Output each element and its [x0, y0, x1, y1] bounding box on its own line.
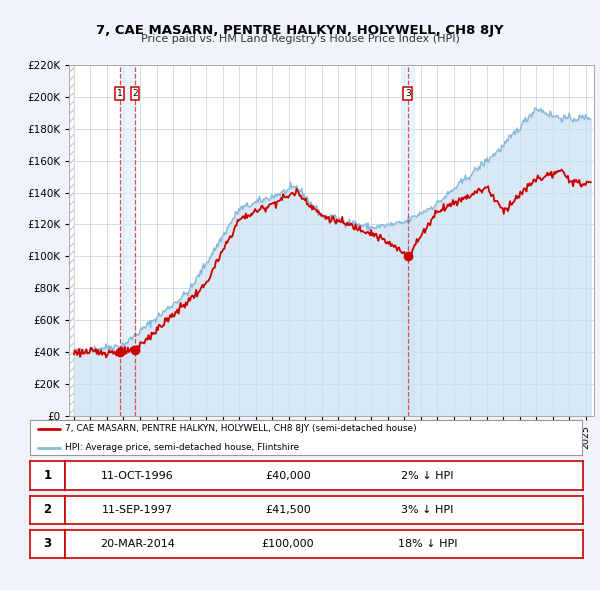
Text: 11-SEP-1997: 11-SEP-1997 — [102, 505, 173, 514]
Text: 7, CAE MASARN, PENTRE HALKYN, HOLYWELL, CH8 8JY: 7, CAE MASARN, PENTRE HALKYN, HOLYWELL, … — [96, 24, 504, 37]
Text: HPI: Average price, semi-detached house, Flintshire: HPI: Average price, semi-detached house,… — [65, 443, 299, 452]
Bar — [120, 65, 135, 416]
Text: 20-MAR-2014: 20-MAR-2014 — [100, 539, 175, 549]
Text: 1: 1 — [43, 469, 52, 482]
Text: £100,000: £100,000 — [262, 539, 314, 549]
Text: £41,500: £41,500 — [265, 505, 311, 514]
Text: 3% ↓ HPI: 3% ↓ HPI — [401, 505, 454, 514]
Text: 11-OCT-1996: 11-OCT-1996 — [101, 471, 174, 480]
Text: 2% ↓ HPI: 2% ↓ HPI — [401, 471, 454, 480]
Text: 7, CAE MASARN, PENTRE HALKYN, HOLYWELL, CH8 8JY (semi-detached house): 7, CAE MASARN, PENTRE HALKYN, HOLYWELL, … — [65, 424, 416, 434]
Text: 3: 3 — [43, 537, 52, 550]
Text: £40,000: £40,000 — [265, 471, 311, 480]
Text: 2: 2 — [132, 89, 138, 98]
Text: 2: 2 — [43, 503, 52, 516]
Text: Price paid vs. HM Land Registry's House Price Index (HPI): Price paid vs. HM Land Registry's House … — [140, 34, 460, 44]
Bar — [401, 65, 414, 416]
Text: 1: 1 — [117, 89, 123, 98]
Text: 18% ↓ HPI: 18% ↓ HPI — [398, 539, 457, 549]
Text: 3: 3 — [405, 89, 410, 98]
